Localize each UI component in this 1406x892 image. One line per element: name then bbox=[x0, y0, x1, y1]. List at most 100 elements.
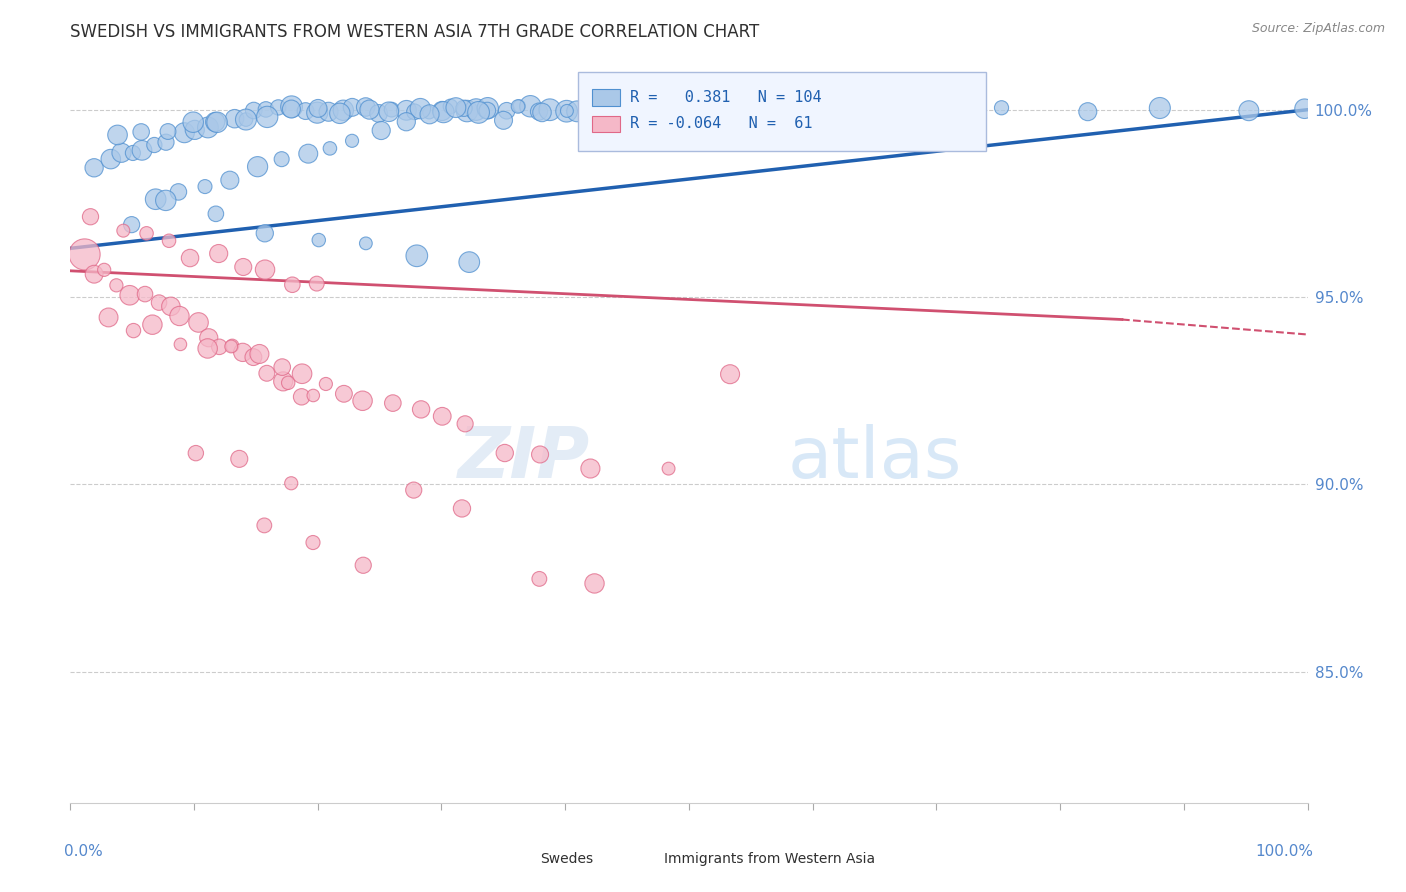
Point bbox=[529, 447, 551, 461]
Point bbox=[465, 103, 488, 117]
Point bbox=[271, 360, 294, 375]
Point bbox=[79, 210, 101, 224]
Point bbox=[122, 324, 145, 338]
Point bbox=[97, 310, 120, 325]
Point bbox=[319, 141, 342, 155]
Point bbox=[107, 128, 129, 142]
Point bbox=[666, 100, 689, 114]
Point bbox=[418, 105, 440, 120]
Point bbox=[765, 103, 787, 117]
Point bbox=[232, 345, 254, 359]
Point bbox=[419, 107, 441, 121]
Point bbox=[370, 123, 392, 137]
Point bbox=[1237, 103, 1260, 118]
Point bbox=[281, 277, 304, 292]
Point bbox=[1077, 104, 1099, 119]
Point bbox=[477, 101, 499, 115]
Text: ZIP: ZIP bbox=[458, 424, 591, 492]
Point bbox=[135, 227, 157, 241]
Point bbox=[167, 185, 190, 199]
Point bbox=[579, 461, 602, 475]
Point bbox=[253, 227, 276, 241]
Point bbox=[205, 115, 228, 129]
Point bbox=[492, 113, 515, 128]
Point bbox=[83, 267, 105, 281]
Point bbox=[530, 105, 553, 120]
Point bbox=[519, 99, 541, 113]
Point bbox=[727, 105, 749, 120]
Point bbox=[600, 103, 623, 117]
Point bbox=[799, 99, 821, 113]
Point bbox=[332, 103, 354, 118]
Point bbox=[143, 138, 166, 153]
Point bbox=[638, 104, 661, 119]
Point bbox=[267, 100, 290, 114]
Point bbox=[294, 104, 316, 119]
Point bbox=[506, 99, 529, 113]
Point bbox=[148, 295, 170, 310]
Point bbox=[477, 103, 499, 118]
Text: Swedes: Swedes bbox=[540, 852, 593, 866]
Point bbox=[73, 247, 96, 261]
Text: 100.0%: 100.0% bbox=[1256, 844, 1313, 859]
Point bbox=[249, 347, 271, 361]
Point bbox=[451, 501, 474, 516]
Point bbox=[242, 103, 264, 118]
Point bbox=[529, 572, 551, 586]
Point bbox=[1294, 102, 1316, 116]
Point bbox=[315, 376, 337, 391]
Point bbox=[538, 103, 561, 117]
Text: SWEDISH VS IMMIGRANTS FROM WESTERN ASIA 7TH GRADE CORRELATION CHART: SWEDISH VS IMMIGRANTS FROM WESTERN ASIA … bbox=[70, 23, 759, 41]
Point bbox=[184, 446, 207, 460]
Point bbox=[155, 194, 177, 208]
Point bbox=[619, 106, 641, 120]
Point bbox=[110, 145, 132, 160]
Point bbox=[495, 103, 517, 118]
Point bbox=[444, 101, 467, 115]
Point bbox=[302, 535, 325, 549]
Point bbox=[307, 102, 329, 116]
Point bbox=[405, 249, 427, 263]
Point bbox=[866, 104, 889, 119]
Point bbox=[508, 99, 530, 113]
Point bbox=[121, 218, 143, 232]
Point bbox=[270, 152, 292, 166]
Point bbox=[83, 161, 105, 175]
Point bbox=[100, 152, 122, 166]
Point bbox=[409, 402, 432, 417]
Point bbox=[291, 367, 314, 381]
Point bbox=[131, 144, 153, 158]
Point bbox=[280, 102, 302, 116]
Point bbox=[197, 120, 219, 135]
Point bbox=[205, 207, 228, 221]
Point bbox=[359, 103, 381, 117]
Point bbox=[927, 102, 949, 116]
Point bbox=[354, 236, 377, 251]
FancyBboxPatch shape bbox=[592, 89, 620, 106]
Point bbox=[218, 173, 240, 187]
Point bbox=[352, 558, 374, 573]
Point bbox=[318, 104, 340, 119]
Point bbox=[432, 105, 454, 120]
Point bbox=[129, 125, 152, 139]
Point bbox=[689, 104, 711, 119]
Point bbox=[197, 342, 219, 356]
Point bbox=[1149, 101, 1171, 115]
Point bbox=[122, 145, 145, 160]
Point bbox=[194, 179, 217, 194]
Point bbox=[305, 277, 328, 291]
Point bbox=[219, 339, 242, 353]
Point bbox=[280, 476, 302, 491]
Point bbox=[197, 331, 219, 345]
Point bbox=[204, 115, 226, 129]
Point bbox=[141, 318, 163, 332]
Point bbox=[367, 106, 389, 120]
Point bbox=[340, 134, 363, 148]
Point bbox=[208, 246, 231, 260]
Text: Source: ZipAtlas.com: Source: ZipAtlas.com bbox=[1251, 22, 1385, 36]
Point bbox=[277, 376, 299, 390]
Point bbox=[703, 100, 725, 114]
Text: Immigrants from Western Asia: Immigrants from Western Asia bbox=[664, 852, 876, 866]
FancyBboxPatch shape bbox=[592, 116, 620, 132]
Point bbox=[333, 386, 356, 401]
